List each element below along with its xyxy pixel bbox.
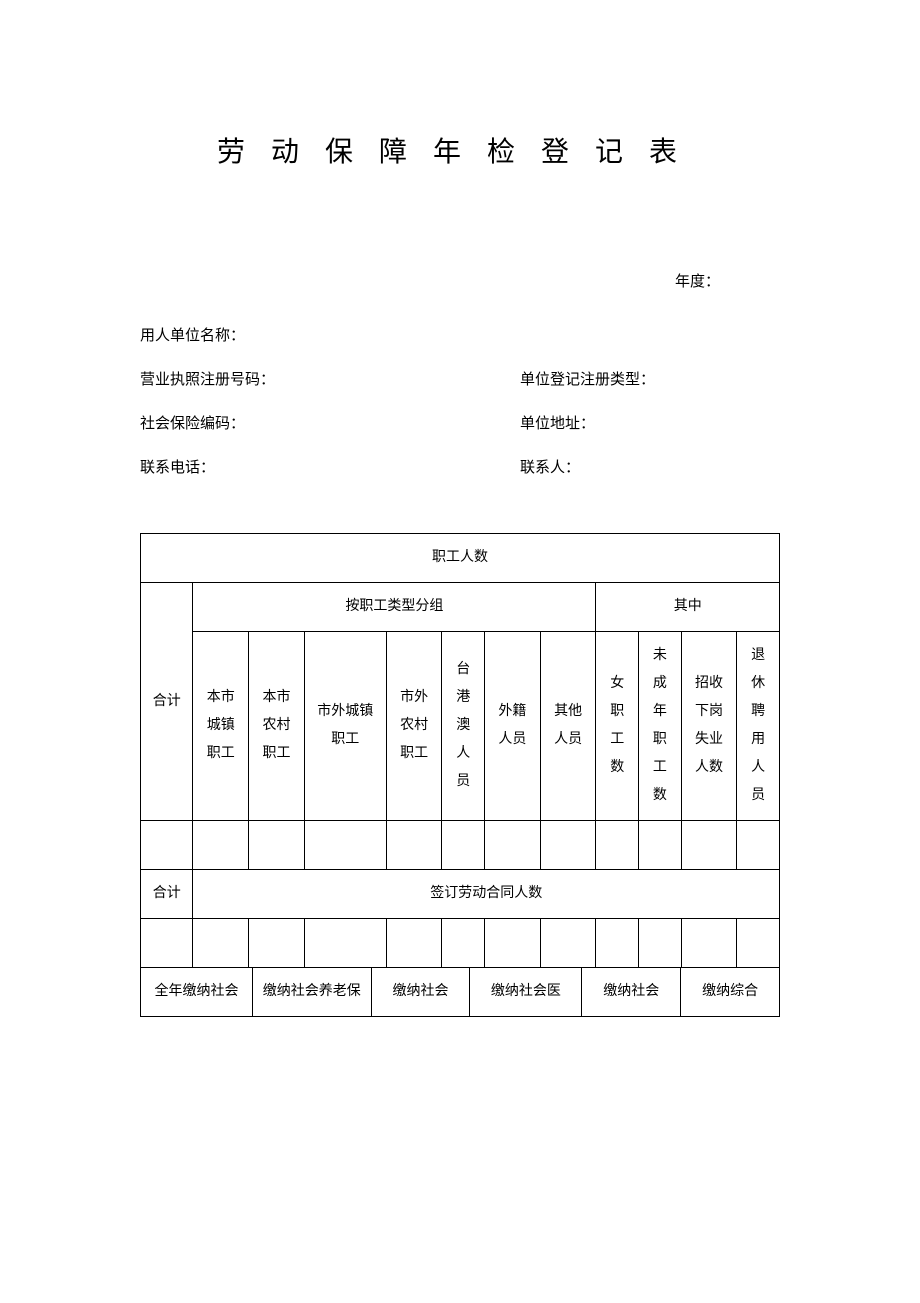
col-total: 合计 xyxy=(141,583,193,821)
by-type-group: 按职工类型分组 xyxy=(193,583,596,632)
empty-cell xyxy=(596,919,639,968)
col-retired: 退休聘用人员 xyxy=(737,632,780,821)
empty-cell xyxy=(304,919,386,968)
document-page: 劳动保障年检登记表 年度： 用人单位名称： 营业执照注册号码： 单位登记注册类型… xyxy=(0,0,920,1057)
col-local-city: 本市城镇职工 xyxy=(193,632,249,821)
empty-cell xyxy=(485,919,541,968)
row-total-label: 合计 xyxy=(141,870,193,919)
col-female: 女职工数 xyxy=(596,632,639,821)
empty-cell xyxy=(681,821,737,870)
unit-name-label: 用人单位名称： xyxy=(140,321,520,351)
empty-cell xyxy=(442,821,485,870)
col-local-rural: 本市农村职工 xyxy=(249,632,305,821)
empty-cell xyxy=(485,821,541,870)
reg-type-label: 单位登记注册类型： xyxy=(520,365,780,395)
empty-cell xyxy=(540,821,596,870)
empty-cell xyxy=(639,821,682,870)
empty-cell xyxy=(193,919,249,968)
empty-cell xyxy=(737,821,780,870)
license-no-label: 营业执照注册号码： xyxy=(140,365,520,395)
col-minor: 未成年职工数 xyxy=(639,632,682,821)
unit-addr-label: 单位地址： xyxy=(520,409,780,439)
empty-cell xyxy=(520,321,780,351)
empty-cell xyxy=(193,821,249,870)
empty-cell xyxy=(540,919,596,968)
ins-comprehensive: 缴纳综合 xyxy=(681,968,780,1017)
among-which: 其中 xyxy=(596,583,780,632)
empty-cell xyxy=(386,919,442,968)
document-title: 劳动保障年检登记表 xyxy=(140,130,780,170)
empty-cell xyxy=(249,821,305,870)
col-hmt: 台港澳人员 xyxy=(442,632,485,821)
ins-medical: 缴纳社会医 xyxy=(470,968,582,1017)
ins-pension: 缴纳社会养老保 xyxy=(252,968,371,1017)
ins-full-year: 全年缴纳社会 xyxy=(141,968,253,1017)
contact-label: 联系人： xyxy=(520,453,780,483)
phone-label: 联系电话： xyxy=(140,453,520,483)
info-block: 用人单位名称： 营业执照注册号码： 单位登记注册类型： 社会保险编码： 单位地址… xyxy=(140,321,780,483)
col-out-rural: 市外农村职工 xyxy=(386,632,442,821)
col-laid-off: 招收下岗失业人数 xyxy=(681,632,737,821)
empty-cell xyxy=(596,821,639,870)
ins-social1: 缴纳社会 xyxy=(371,968,470,1017)
empty-cell xyxy=(141,821,193,870)
empty-cell xyxy=(442,919,485,968)
employee-table: 职工人数 合计 按职工类型分组 其中 本市城镇职工 本市农村职工 市外城镇职工 … xyxy=(140,533,780,968)
empty-cell xyxy=(386,821,442,870)
header-main: 职工人数 xyxy=(141,534,780,583)
insurance-table: 全年缴纳社会 缴纳社会养老保 缴纳社会 缴纳社会医 缴纳社会 缴纳综合 xyxy=(140,968,780,1017)
col-foreign: 外籍人员 xyxy=(485,632,541,821)
empty-cell xyxy=(141,919,193,968)
col-out-city: 市外城镇职工 xyxy=(304,632,386,821)
empty-cell xyxy=(249,919,305,968)
contract-signed-header: 签订劳动合同人数 xyxy=(193,870,780,919)
year-label: 年度： xyxy=(140,270,780,291)
empty-cell xyxy=(681,919,737,968)
ins-social2: 缴纳社会 xyxy=(582,968,681,1017)
col-other: 其他人员 xyxy=(540,632,596,821)
empty-cell xyxy=(737,919,780,968)
empty-cell xyxy=(639,919,682,968)
ss-code-label: 社会保险编码： xyxy=(140,409,520,439)
empty-cell xyxy=(304,821,386,870)
